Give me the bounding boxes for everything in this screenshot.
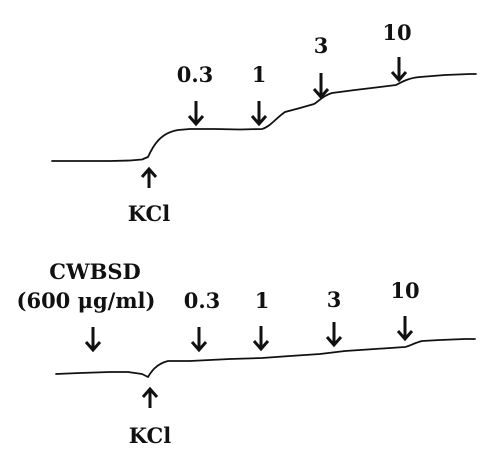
bottom-pretreatment-arrow-down-icon xyxy=(84,327,102,353)
top-panel: KCl 0.3 1 3 10 xyxy=(51,20,477,226)
bottom-dose-label-1: 0.3 xyxy=(184,288,221,313)
top-trace-line xyxy=(51,73,477,162)
bottom-dose-arrow-down-icon-1 xyxy=(190,327,208,353)
top-dose-label-1: 0.3 xyxy=(177,62,214,87)
bottom-dose-label-2: 1 xyxy=(255,288,270,313)
bottom-dose-label-4: 10 xyxy=(390,278,419,303)
bottom-kcl-arrow-up-icon xyxy=(141,386,159,408)
bottom-pretreatment-label-line2: (600 μg/ml) xyxy=(17,288,156,313)
top-dose-label-3: 3 xyxy=(314,33,329,58)
top-dose-arrow-down-icon-2 xyxy=(250,101,268,127)
top-kcl-label: KCl xyxy=(128,201,170,226)
bottom-dose-arrow-down-icon-3 xyxy=(325,322,343,348)
top-dose-label-2: 1 xyxy=(252,62,267,87)
bottom-dose-arrow-down-icon-2 xyxy=(252,326,270,352)
top-kcl-arrow-up-icon xyxy=(140,166,158,188)
bottom-dose-arrow-down-icon-4 xyxy=(396,316,414,342)
bottom-panel: CWBSD (600 μg/ml) KCl 0.3 1 3 10 xyxy=(17,259,476,448)
top-dose-arrow-down-icon-3 xyxy=(312,73,330,100)
bottom-kcl-label: KCl xyxy=(129,423,171,448)
top-dose-arrow-down-icon-1 xyxy=(187,101,205,127)
bottom-pretreatment-label-line1: CWBSD xyxy=(49,259,140,284)
top-dose-arrow-down-icon-4 xyxy=(390,57,408,83)
bottom-dose-label-3: 3 xyxy=(327,287,342,312)
bottom-trace-line xyxy=(55,338,476,378)
top-dose-label-4: 10 xyxy=(382,20,411,45)
